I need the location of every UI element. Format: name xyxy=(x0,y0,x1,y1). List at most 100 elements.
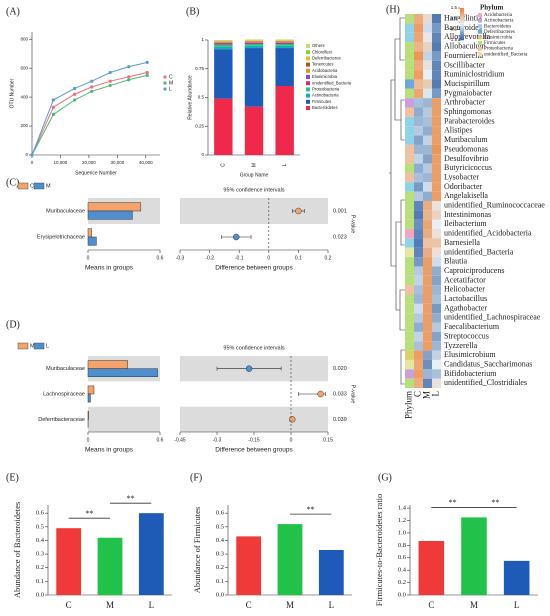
legend-marker xyxy=(163,75,167,79)
phylum-cell xyxy=(405,219,414,230)
heat-cell xyxy=(423,331,432,342)
heat-cell xyxy=(432,378,441,388)
colorbar-step xyxy=(460,26,464,29)
heat-cell xyxy=(432,70,441,80)
bar xyxy=(97,537,123,595)
heat-cell xyxy=(423,257,432,267)
heat-cell xyxy=(432,191,441,201)
colorbar-label: -0.5 xyxy=(449,27,457,32)
heat-cell xyxy=(414,378,423,388)
heat-cell xyxy=(423,42,432,52)
heat-cell xyxy=(423,88,432,99)
heat-cell xyxy=(414,14,423,24)
legend-label: M xyxy=(30,343,35,349)
series-line xyxy=(31,72,148,156)
x-tick-label: 0 xyxy=(290,437,293,443)
point xyxy=(108,79,112,83)
legend-label: C xyxy=(169,74,173,80)
bar-segment xyxy=(244,48,264,107)
heat-cell xyxy=(423,191,432,201)
bar-segment xyxy=(214,46,233,50)
phylum-cell xyxy=(405,79,414,89)
heat-cell xyxy=(432,350,441,360)
heat-cell xyxy=(414,313,423,323)
row-label: unidentified_Acidobacteria xyxy=(444,229,532,238)
y-tick-label: 1.4 xyxy=(398,505,407,512)
heat-cell xyxy=(414,359,423,370)
x-tick-label: 0 xyxy=(87,255,90,261)
x-tick-label: C xyxy=(221,163,227,167)
x-tick-label: -0.1 xyxy=(235,255,244,261)
heat-cell xyxy=(432,23,441,33)
row-label: unidentified_Lachnospiraceae xyxy=(444,313,541,322)
heat-cell xyxy=(414,247,423,258)
heat-cell xyxy=(414,135,423,145)
phylum-cell xyxy=(405,359,414,370)
mean-bar xyxy=(87,360,128,369)
row-label: Fournierella xyxy=(444,51,484,60)
column-label: Phylum xyxy=(404,391,414,419)
y-tick-label: 0.4 xyxy=(216,537,225,544)
panel-label: (F) xyxy=(190,472,202,483)
point xyxy=(90,85,94,89)
heat-cell xyxy=(423,172,432,183)
y-tick-label: 0 xyxy=(201,152,204,157)
legend-label: unidentified_Bacteria xyxy=(312,80,352,85)
phylum-cell xyxy=(405,172,414,183)
legend-swatch xyxy=(478,24,482,29)
panel-label: (C) xyxy=(6,177,19,188)
phylum-cell xyxy=(405,51,414,61)
heat-cell xyxy=(414,51,423,61)
ci-title: 95% confidence intervals xyxy=(223,187,284,193)
heat-cell xyxy=(423,116,432,127)
row-label: Arthrobacter xyxy=(444,98,485,107)
point xyxy=(145,70,149,75)
bar xyxy=(138,513,164,595)
heat-cell xyxy=(423,135,432,145)
bar-segment xyxy=(214,41,233,42)
panel-label: (H) xyxy=(386,4,400,15)
heat-cell xyxy=(432,126,441,136)
point xyxy=(145,73,149,78)
mean-bar xyxy=(87,393,91,403)
heat-cell xyxy=(423,369,432,379)
sig-label: ** xyxy=(307,505,315,514)
legend-label: Actinobacteria xyxy=(312,93,339,98)
y-tick-label: 1.2 xyxy=(398,517,406,524)
heat-cell xyxy=(423,275,432,286)
phylum-cell xyxy=(405,107,414,117)
column-label: L xyxy=(431,391,441,397)
heat-cell xyxy=(414,191,423,201)
heat-cell xyxy=(423,285,432,295)
phylum-cell xyxy=(405,275,414,286)
x-axis-label: Difference between groups xyxy=(215,265,293,272)
row-label: Angelakisella xyxy=(444,191,488,200)
y-tick-label: 0.0 xyxy=(398,591,406,598)
p-label: P-value xyxy=(350,385,356,404)
heat-cell xyxy=(414,350,423,360)
p-value: 0.023 xyxy=(333,234,347,240)
row-label: unidentified_Bacteria xyxy=(444,247,514,256)
heat-cell xyxy=(432,163,441,173)
y-tick-label: 1.0 xyxy=(398,529,406,536)
heat-cell xyxy=(432,303,441,314)
x-tick-label: 0 xyxy=(31,160,34,165)
legend-swatch xyxy=(306,50,310,55)
heat-cell xyxy=(432,294,441,304)
colorbar-step xyxy=(460,12,464,15)
x-axis-label: Means in groups xyxy=(85,265,134,272)
point xyxy=(108,70,112,75)
row-label: Alloprevotella xyxy=(444,32,491,41)
y-axis-label: OTU Number xyxy=(9,78,15,108)
heat-cell xyxy=(432,266,441,276)
sig-label: ** xyxy=(127,494,135,503)
x-tick-label: 0.2 xyxy=(325,255,332,261)
point xyxy=(30,153,34,157)
legend-label: Tenericutes xyxy=(312,62,333,67)
row-label: Caproiciproducens xyxy=(444,266,504,275)
heat-cell xyxy=(423,14,432,24)
x-tick-label: -0.45 xyxy=(174,437,186,443)
row-band xyxy=(88,406,160,432)
colorbar-step xyxy=(460,28,464,31)
bar-segment xyxy=(275,86,294,155)
